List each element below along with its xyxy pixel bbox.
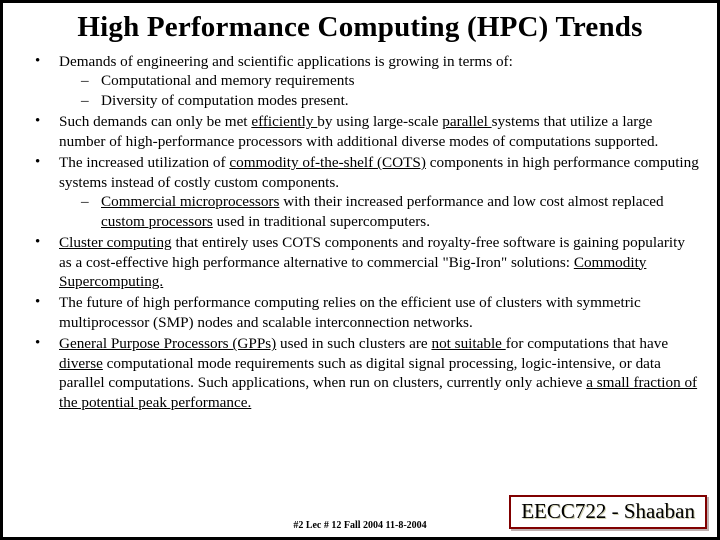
slide-title: High Performance Computing (HPC) Trends [21,11,699,44]
bullet-2-part-a: Such demands can only be met [59,113,251,130]
slide-frame: High Performance Computing (HPC) Trends … [0,0,720,540]
bullet-2-part-b: by using large-scale [317,113,442,130]
bullet-2-underline-1: efficiently [251,113,317,130]
bullet-6-part-b: for computations that have [506,335,668,352]
bullet-3-sub-1: Commercial microprocessors with their in… [79,192,699,231]
bullet-6-underline-1: General Purpose Processors (GPPs) [59,335,276,352]
bullet-6-part-c: computational mode requirements such as … [59,355,661,391]
bullet-3-part-a: The increased utilization of [59,154,229,171]
bullet-5: The future of high performance computing… [29,293,699,332]
slide-content: Demands of engineering and scientific ap… [21,52,699,412]
bullet-1-sub-2: Diversity of computation modes present. [79,91,699,110]
bullet-1-sublist: Computational and memory requirements Di… [59,71,699,110]
footer-course-text: EECC722 - Shaaban [521,499,695,523]
bullet-2: Such demands can only be met efficiently… [29,112,699,151]
bullet-3-sub-1-u2: custom processors [101,213,213,230]
bullet-list: Demands of engineering and scientific ap… [21,52,699,412]
bullet-2-underline-2: parallel [442,113,491,130]
bullet-4-underline-1: Cluster computing [59,234,172,251]
bullet-3-underline-1: commodity of-the-shelf (COTS) [229,154,426,171]
bullet-3-sublist: Commercial microprocessors with their in… [59,192,699,231]
bullet-3-sub-1-a: with their increased performance and low… [279,193,663,210]
bullet-3-sub-1-b: used in traditional supercomputers. [213,213,430,230]
bullet-1: Demands of engineering and scientific ap… [29,52,699,110]
bullet-1-text: Demands of engineering and scientific ap… [59,53,513,70]
bullet-1-sub-1: Computational and memory requirements [79,71,699,90]
bullet-6: General Purpose Processors (GPPs) used i… [29,334,699,412]
bullet-4: Cluster computing that entirely uses COT… [29,233,699,291]
footer-course-box: EECC722 - Shaaban [509,495,707,529]
bullet-6-underline-3: diverse [59,355,103,372]
bullet-6-underline-2: not suitable [431,335,505,352]
bullet-3: The increased utilization of commodity o… [29,153,699,231]
bullet-6-part-a: used in such clusters are [276,335,431,352]
bullet-3-sub-1-u1: Commercial microprocessors [101,193,279,210]
